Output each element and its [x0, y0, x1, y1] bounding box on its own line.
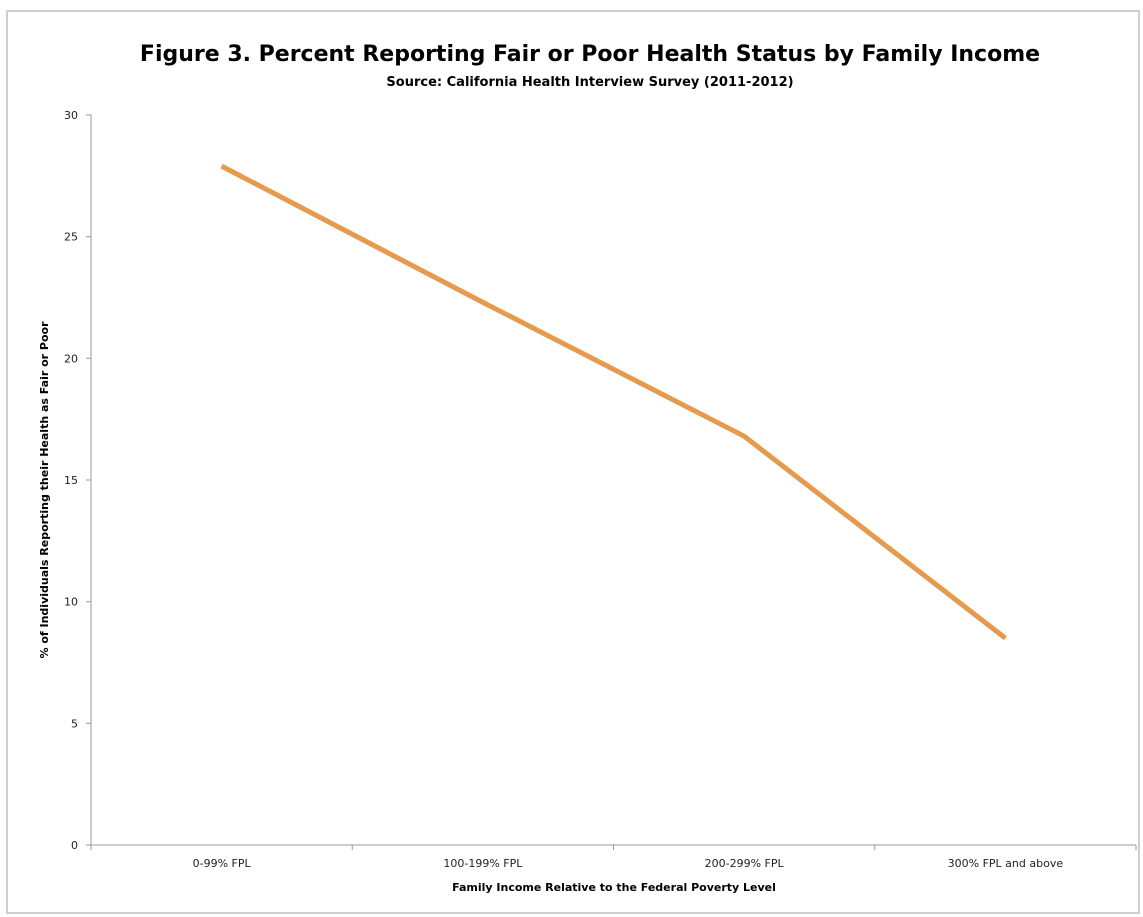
y-axis-title: % of Individuals Reporting their Health … [38, 321, 51, 659]
x-tick-label: 300% FPL and above [948, 857, 1064, 870]
y-axis: 0 5 10 15 20 25 30 [64, 109, 92, 852]
x-tick-label: 200-299% FPL [705, 857, 785, 870]
chart-subtitle: Source: California Health Interview Surv… [386, 75, 793, 90]
chart-title: Figure 3. Percent Reporting Fair or Poor… [140, 42, 1040, 67]
x-axis: 0-99% FPL 100-199% FPL 200-299% FPL 300% FP… [90, 844, 1137, 870]
y-tick-label: 10 [64, 596, 78, 609]
y-tick-label: 5 [71, 717, 78, 730]
x-axis-title: Family Income Relative to the Federal Po… [452, 881, 776, 894]
series-layer [220, 163, 1007, 641]
y-tick-label: 0 [71, 839, 78, 852]
series-line [220, 163, 1007, 641]
y-tick-label: 30 [64, 109, 78, 122]
y-tick-label: 15 [64, 474, 78, 487]
chart-frame [6, 10, 1140, 914]
y-tick-label: 25 [64, 231, 78, 244]
x-tick-label: 0-99% FPL [193, 857, 252, 870]
x-tick-label: 100-199% FPL [443, 857, 523, 870]
y-tick-label: 20 [64, 352, 78, 365]
